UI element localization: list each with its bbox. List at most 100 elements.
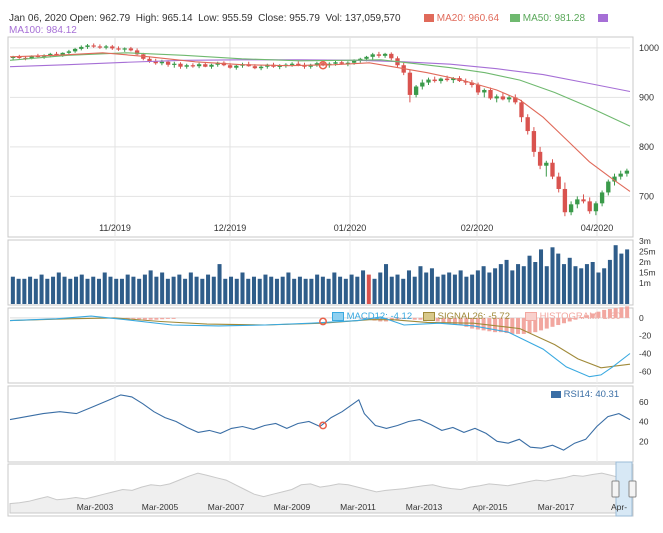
candle-body [320, 63, 326, 66]
volume-bar [315, 274, 320, 304]
volume-bar [56, 272, 61, 304]
price-y-tick-label: 800 [639, 142, 654, 152]
macd-legend: MACD12: -4.12 [332, 311, 412, 323]
macd-series [9, 306, 631, 378]
candle-body [389, 53, 394, 59]
rsi-panel-frame [7, 385, 634, 463]
histogram-bar [418, 317, 423, 320]
volume-bar [326, 278, 331, 304]
header-date: Jan 06, 2020 [9, 13, 67, 24]
candle-body [556, 176, 561, 189]
candle-body [531, 131, 537, 152]
volume-bar [343, 278, 348, 304]
histogram-bar [625, 306, 630, 318]
candle-body [134, 50, 140, 55]
ma20-swatch [424, 14, 434, 23]
volume-bar [372, 278, 377, 304]
candle-body [252, 66, 258, 69]
histogram-bar [550, 317, 555, 327]
candle-body [537, 151, 543, 166]
candle-body [550, 162, 555, 177]
histogram-bar [361, 317, 366, 319]
rsi-label: RSI14: 40.31 [563, 389, 620, 400]
grid-lines [10, 38, 630, 462]
macd-y-tick-label: -60 [639, 366, 652, 376]
volume-bar [510, 270, 515, 304]
histogram-bar [567, 317, 572, 322]
volume-bar [602, 268, 607, 304]
volume-bar [148, 270, 153, 304]
volume-bar [487, 272, 492, 304]
candle-body [103, 46, 109, 48]
ma20-legend: MA20: 960.64 [424, 13, 499, 25]
navigator-series [9, 461, 637, 517]
candle-body [500, 96, 506, 100]
rsi-swatch [551, 390, 561, 398]
ma50-legend: MA50: 981.28 [510, 13, 585, 25]
low-label: Low: [198, 13, 220, 24]
volume-bar [246, 278, 251, 304]
volume-bar [481, 266, 486, 304]
rsi-series [9, 394, 631, 451]
volume-bar [286, 272, 291, 304]
navigator-x-tick-label: Apr- [611, 502, 627, 512]
volume-bar [251, 276, 256, 304]
volume-bar [556, 253, 561, 304]
macd-y-tick-label: -20 [639, 331, 652, 341]
histogram-bar [148, 317, 153, 320]
price-y-tick-label: 700 [639, 191, 654, 201]
volume-bar [131, 276, 136, 304]
candle-body [469, 82, 475, 86]
candle-body [364, 56, 369, 59]
candle-body [482, 89, 487, 93]
volume-bar [475, 270, 480, 304]
volume-bar [102, 272, 107, 304]
volume-bar [550, 247, 555, 304]
volume-bar [68, 278, 73, 304]
rsi-y-tick-label: 20 [639, 436, 649, 446]
histogram-bar [613, 308, 618, 318]
histogram-bar [137, 317, 142, 320]
rsi-line [9, 394, 631, 451]
volume-bar [435, 276, 440, 304]
navigator-x-tick-label: Apr-2015 [473, 502, 508, 512]
candle-body [339, 62, 344, 64]
volume-bar [114, 278, 119, 304]
histogram-bar [584, 315, 589, 318]
candle-body [234, 65, 239, 68]
volume-bar [206, 274, 211, 304]
histogram-bar [561, 317, 566, 324]
volume-bar [579, 268, 584, 304]
volume-bar [108, 276, 113, 304]
volume-bar [429, 268, 434, 304]
volume-bar [309, 278, 314, 304]
histogram-bar [516, 317, 521, 334]
rsi-y-tick-label: 40 [639, 417, 649, 427]
candle-body [562, 188, 568, 213]
candle-body [54, 53, 59, 56]
volume-bar [303, 278, 308, 304]
volume-bar [539, 249, 544, 304]
selected-point-marker [318, 60, 328, 70]
volume-bar [62, 276, 67, 304]
candle-body [519, 102, 524, 118]
volume-bar [332, 272, 337, 304]
candle-body [147, 58, 152, 62]
volume-bar [211, 276, 216, 304]
volume-bar [79, 274, 84, 304]
histogram-bar [527, 317, 532, 334]
candle-body [370, 54, 375, 57]
navigator-x-tick-label: Mar-2007 [208, 502, 245, 512]
navigator-area [9, 472, 631, 514]
volume-bar [498, 264, 503, 304]
candle-body [302, 65, 307, 67]
volume-bar [171, 276, 176, 304]
volume-bar [142, 274, 147, 304]
histogram-bar [539, 317, 544, 331]
volume-bar [269, 276, 274, 304]
price-x-tick-label: 02/2020 [461, 223, 494, 233]
volume-bar [401, 278, 406, 304]
candle-body [97, 46, 103, 48]
candle-body [196, 64, 202, 67]
volume-bar [274, 278, 279, 304]
